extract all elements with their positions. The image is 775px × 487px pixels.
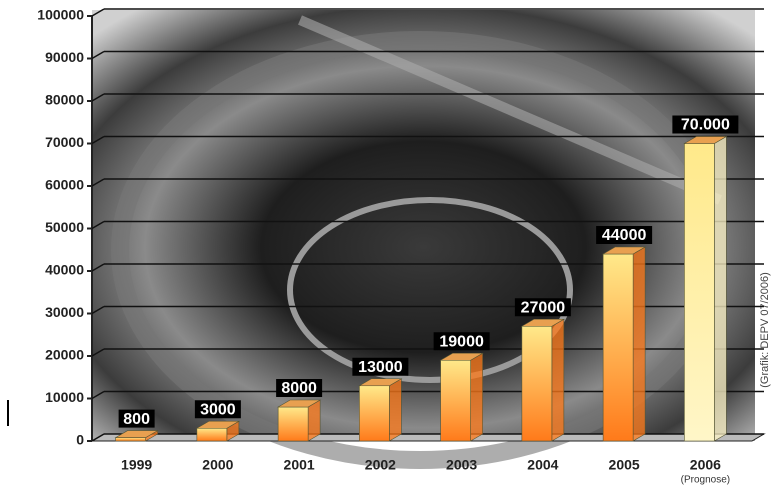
bar-side — [551, 318, 565, 442]
bar-top — [683, 136, 728, 144]
grid-line — [91, 50, 105, 60]
y-tick-label: 70000 — [45, 134, 84, 150]
bar — [359, 385, 390, 442]
value-label-box — [352, 357, 409, 376]
grid-line — [91, 390, 105, 400]
bar — [196, 427, 228, 442]
bar — [602, 253, 634, 442]
grid-line — [91, 8, 105, 17]
grid-line — [91, 135, 105, 145]
bar-top — [439, 352, 484, 361]
grid-line — [91, 178, 105, 187]
y-tick-label: 40000 — [45, 262, 84, 278]
bar — [115, 437, 146, 442]
floor — [90, 433, 766, 442]
bar — [277, 406, 309, 442]
y-tick-label: 50000 — [45, 219, 84, 235]
y-tick-label: 100000 — [37, 7, 84, 23]
x-tick-label: 2006 — [690, 457, 721, 473]
grid-line — [91, 93, 105, 102]
x-tick-label: 2000 — [202, 457, 233, 473]
grid-line — [91, 220, 105, 230]
value-label-box — [514, 298, 571, 317]
y-tick-label: 60000 — [45, 177, 84, 193]
y-tick-label: 30000 — [45, 304, 84, 320]
value-label-box — [596, 226, 653, 244]
x-tick-label: 2001 — [284, 457, 315, 473]
y-tick-label: 80000 — [45, 92, 84, 108]
bar-top — [195, 420, 240, 429]
bar-top — [520, 318, 565, 327]
background-photo — [92, 10, 755, 469]
grid-line — [91, 305, 105, 315]
x-tick-label: 2005 — [609, 457, 640, 473]
grid-line — [91, 263, 105, 272]
bar-top — [602, 246, 647, 255]
x-tick-label: 2002 — [365, 457, 396, 473]
value-label: 70.000 — [681, 117, 730, 134]
value-label-box — [433, 332, 490, 351]
bar-side — [389, 378, 402, 442]
y-tick-label: 0 — [76, 432, 84, 448]
value-label: 27000 — [521, 299, 566, 316]
y-tick-label: 20000 — [45, 347, 84, 363]
bar-side — [632, 246, 646, 442]
value-label-box — [672, 115, 739, 134]
value-label-box — [194, 400, 241, 419]
grid-line — [91, 348, 105, 357]
value-label: 19000 — [439, 333, 484, 350]
value-label: 800 — [123, 411, 150, 428]
value-label: 3000 — [200, 401, 236, 418]
bar-top — [358, 378, 403, 387]
bar-top — [114, 430, 159, 438]
bar — [440, 359, 471, 442]
y-tick-label: 10000 — [45, 389, 84, 405]
bar-side — [470, 352, 483, 442]
value-label-box — [276, 379, 323, 397]
bar-side — [714, 135, 727, 442]
x-tick-label: 2003 — [446, 457, 477, 473]
bar-top — [277, 399, 322, 408]
value-label: 13000 — [358, 359, 403, 376]
grid-line — [91, 433, 105, 442]
value-label: 44000 — [602, 227, 647, 244]
bar — [521, 325, 553, 442]
x-tick-label: 2004 — [527, 457, 558, 473]
value-label: 8000 — [281, 380, 317, 397]
bar — [684, 143, 715, 442]
y-tick-label: 90000 — [45, 49, 84, 65]
x-tick-label: 1999 — [121, 457, 152, 473]
category-note: (Prognose) — [681, 475, 730, 486]
value-label-box — [118, 409, 155, 428]
source-note: (Grafik: DEPV 07/2006) — [759, 272, 771, 388]
